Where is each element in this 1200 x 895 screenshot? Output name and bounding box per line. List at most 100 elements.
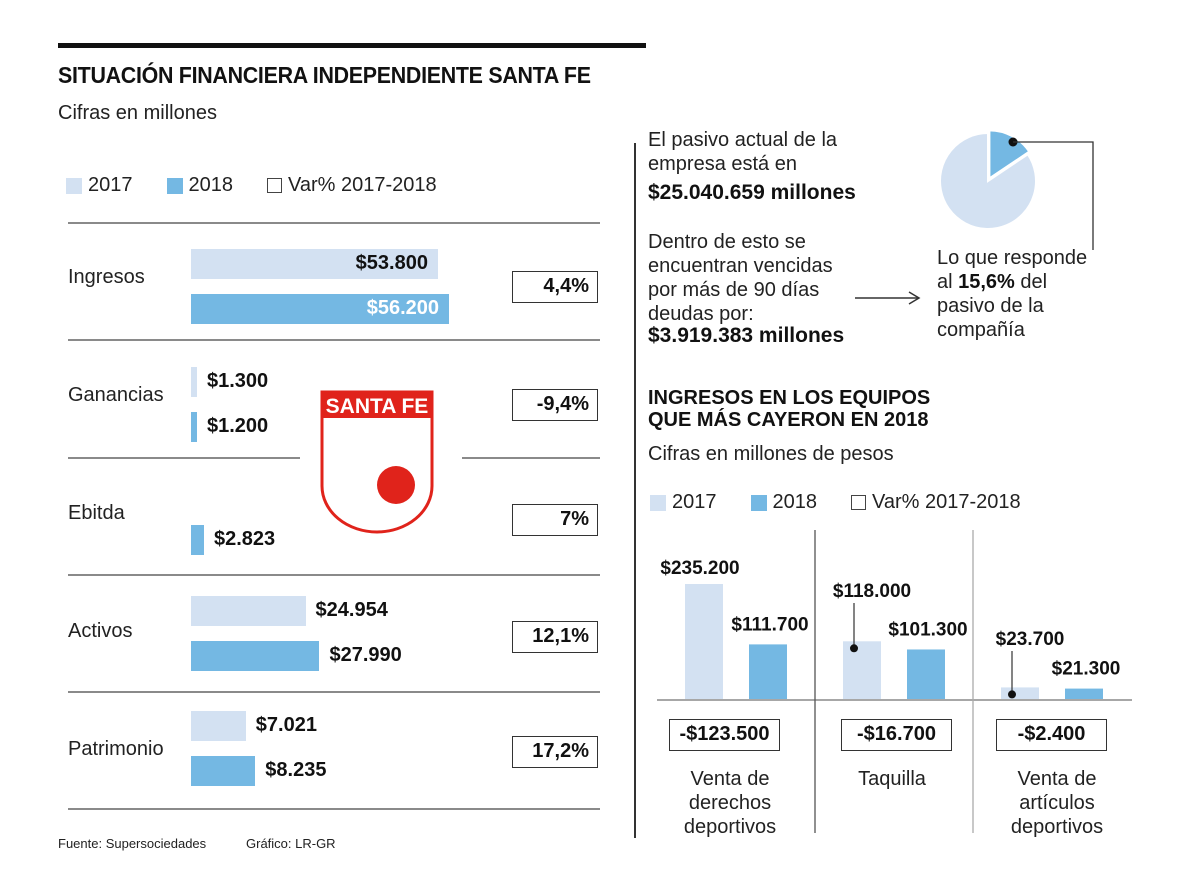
legend-right: 2017 2018 Var% 2017-2018 — [650, 491, 1055, 514]
bar-value-label: $23.700 — [996, 629, 1065, 650]
pie-annotation-line: pasivo de la — [937, 295, 1044, 317]
deudas-line: deudas por: — [648, 303, 754, 325]
section2-title-line: INGRESOS EN LOS EQUIPOS — [648, 387, 931, 409]
vertical-bar-chart: $235.200 $111.700 $118.000 $101.300 $23.700 $… — [657, 530, 1132, 833]
deudas-text: Dentro de esto se encuentran vencidas po… — [648, 230, 833, 326]
swatch-2017 — [650, 494, 666, 511]
category-label: Ingresos — [68, 266, 145, 288]
category-line: derechos — [688, 792, 772, 814]
category-label: Venta de derechos deportivos — [655, 767, 805, 839]
bar-value-label: $56.200 — [366, 297, 439, 319]
bar-value-label: $111.700 — [731, 614, 808, 635]
legend-item-var: Var% 2017-2018 — [267, 174, 437, 197]
section2-title-line: QUE MÁS CAYERON EN 2018 — [648, 409, 929, 431]
bar-value-label: $1.200 — [207, 415, 269, 437]
bar-2017-patrimonio — [191, 711, 246, 741]
bar-2017-activos — [191, 596, 306, 626]
pie-annotation-line: Lo que responde — [937, 247, 1088, 269]
deudas-line: Dentro de esto se — [648, 231, 806, 253]
credit-note: Gráfico: LR-GR — [246, 836, 336, 851]
legend-label-2017: 2017 — [88, 174, 133, 196]
variation-box: 7% — [512, 504, 598, 536]
variation-box: -$2.400 — [996, 719, 1107, 751]
category-label: Ganancias — [68, 384, 164, 406]
pie-slice — [939, 131, 1037, 230]
bar-value-label: $2.823 — [214, 528, 276, 550]
crest-ball — [377, 466, 415, 504]
bar-value-label: $1.300 — [207, 370, 269, 392]
category-line: Venta de — [690, 768, 770, 790]
legend-label-2018: 2018 — [188, 174, 234, 196]
santa-fe-crest-logo: SANTA FE — [320, 390, 434, 534]
bar-value-label: $101.300 — [888, 619, 967, 640]
bar-2018-group-2 — [1065, 688, 1103, 699]
variation-box: 12,1% — [512, 621, 598, 653]
pie-chart — [939, 129, 1094, 250]
bar-2018-ganancias — [191, 412, 197, 442]
variation-box: 4,4% — [512, 271, 598, 303]
legend-label-2018: 2018 — [772, 491, 818, 513]
category-line: deportivos — [1010, 816, 1104, 838]
legend-label-2017: 2017 — [672, 491, 717, 513]
row-divider — [68, 574, 600, 576]
crest-text: SANTA FE — [326, 395, 429, 418]
swatch-var — [267, 178, 282, 193]
swatch-2018 — [166, 177, 183, 194]
bar-value-label: $27.990 — [329, 644, 402, 666]
row-divider — [68, 457, 300, 459]
pie-annotation-line: compañía — [937, 319, 1025, 341]
category-line: Taquilla — [858, 768, 926, 790]
bar-2017-ganancias — [191, 367, 197, 397]
pie-annotation: Lo que responde al 15,6% del pasivo de l… — [937, 246, 1087, 342]
pasivo-line: empresa está en — [648, 153, 797, 175]
crest-banner — [322, 392, 432, 418]
variation-box: -9,4% — [512, 389, 598, 421]
category-line: artículos — [1019, 792, 1095, 814]
bar-value-label: $21.300 — [1052, 659, 1121, 680]
pasivo-amount: $25.040.659 millones — [648, 181, 856, 204]
legend-label-var: Var% 2017-2018 — [872, 491, 1021, 513]
variation-box: -$16.700 — [841, 719, 952, 751]
label-leader-dot — [1008, 690, 1016, 699]
bar-2018-ebitda — [191, 525, 204, 555]
swatch-var — [851, 495, 866, 510]
bar-value-label: $8.235 — [265, 759, 327, 781]
bar-2017-group-0 — [685, 584, 723, 699]
legend-item-2017: 2017 — [650, 491, 717, 514]
category-line: Venta de — [1017, 768, 1097, 790]
pasivo-intro: El pasivo actual de la empresa está en — [648, 128, 837, 176]
category-label: Venta de artículos deportivos — [982, 767, 1132, 839]
bar-2018-group-1 — [907, 649, 945, 699]
section2-title: INGRESOS EN LOS EQUIPOS QUE MÁS CAYERON … — [648, 387, 930, 431]
legend-item-var: Var% 2017-2018 — [851, 491, 1021, 514]
row-divider — [68, 808, 600, 810]
text: del — [1014, 271, 1048, 293]
pasivo-line: El pasivo actual de la — [648, 129, 838, 151]
bar-2018-activos — [191, 641, 320, 671]
category-label: Patrimonio — [68, 738, 164, 760]
legend-item-2017: 2017 — [66, 174, 133, 197]
bar-value-label: $7.021 — [255, 714, 317, 736]
category-label: Activos — [68, 620, 133, 642]
leader-line — [1013, 141, 1094, 250]
variation-box: -$123.500 — [669, 719, 780, 751]
variation-box: 17,2% — [512, 736, 598, 768]
panel-divider — [634, 143, 636, 838]
swatch-2018 — [750, 494, 767, 511]
bar-2018-ingresos — [191, 294, 449, 324]
row-divider — [68, 691, 600, 693]
bar-value-label: $53.800 — [355, 252, 428, 274]
section2-subtitle: Cifras en millones de pesos — [648, 443, 894, 465]
row-divider — [68, 222, 600, 224]
bar-value-label: $235.200 — [660, 558, 739, 579]
bar-value-label: $24.954 — [315, 599, 388, 621]
category-label: Ebitda — [68, 502, 125, 524]
legend-item-2018: 2018 — [750, 491, 818, 514]
bar-2018-group-0 — [749, 644, 787, 699]
label-leader-dot — [850, 644, 858, 653]
bar-2017-group-2 — [1001, 687, 1039, 699]
page-subtitle: Cifras en millones — [58, 102, 217, 124]
legend-label-var: Var% 2017-2018 — [288, 174, 437, 196]
deudas-line: por más de 90 días — [648, 279, 820, 301]
legend-left: 2017 2018 Var% 2017-2018 — [66, 174, 471, 197]
